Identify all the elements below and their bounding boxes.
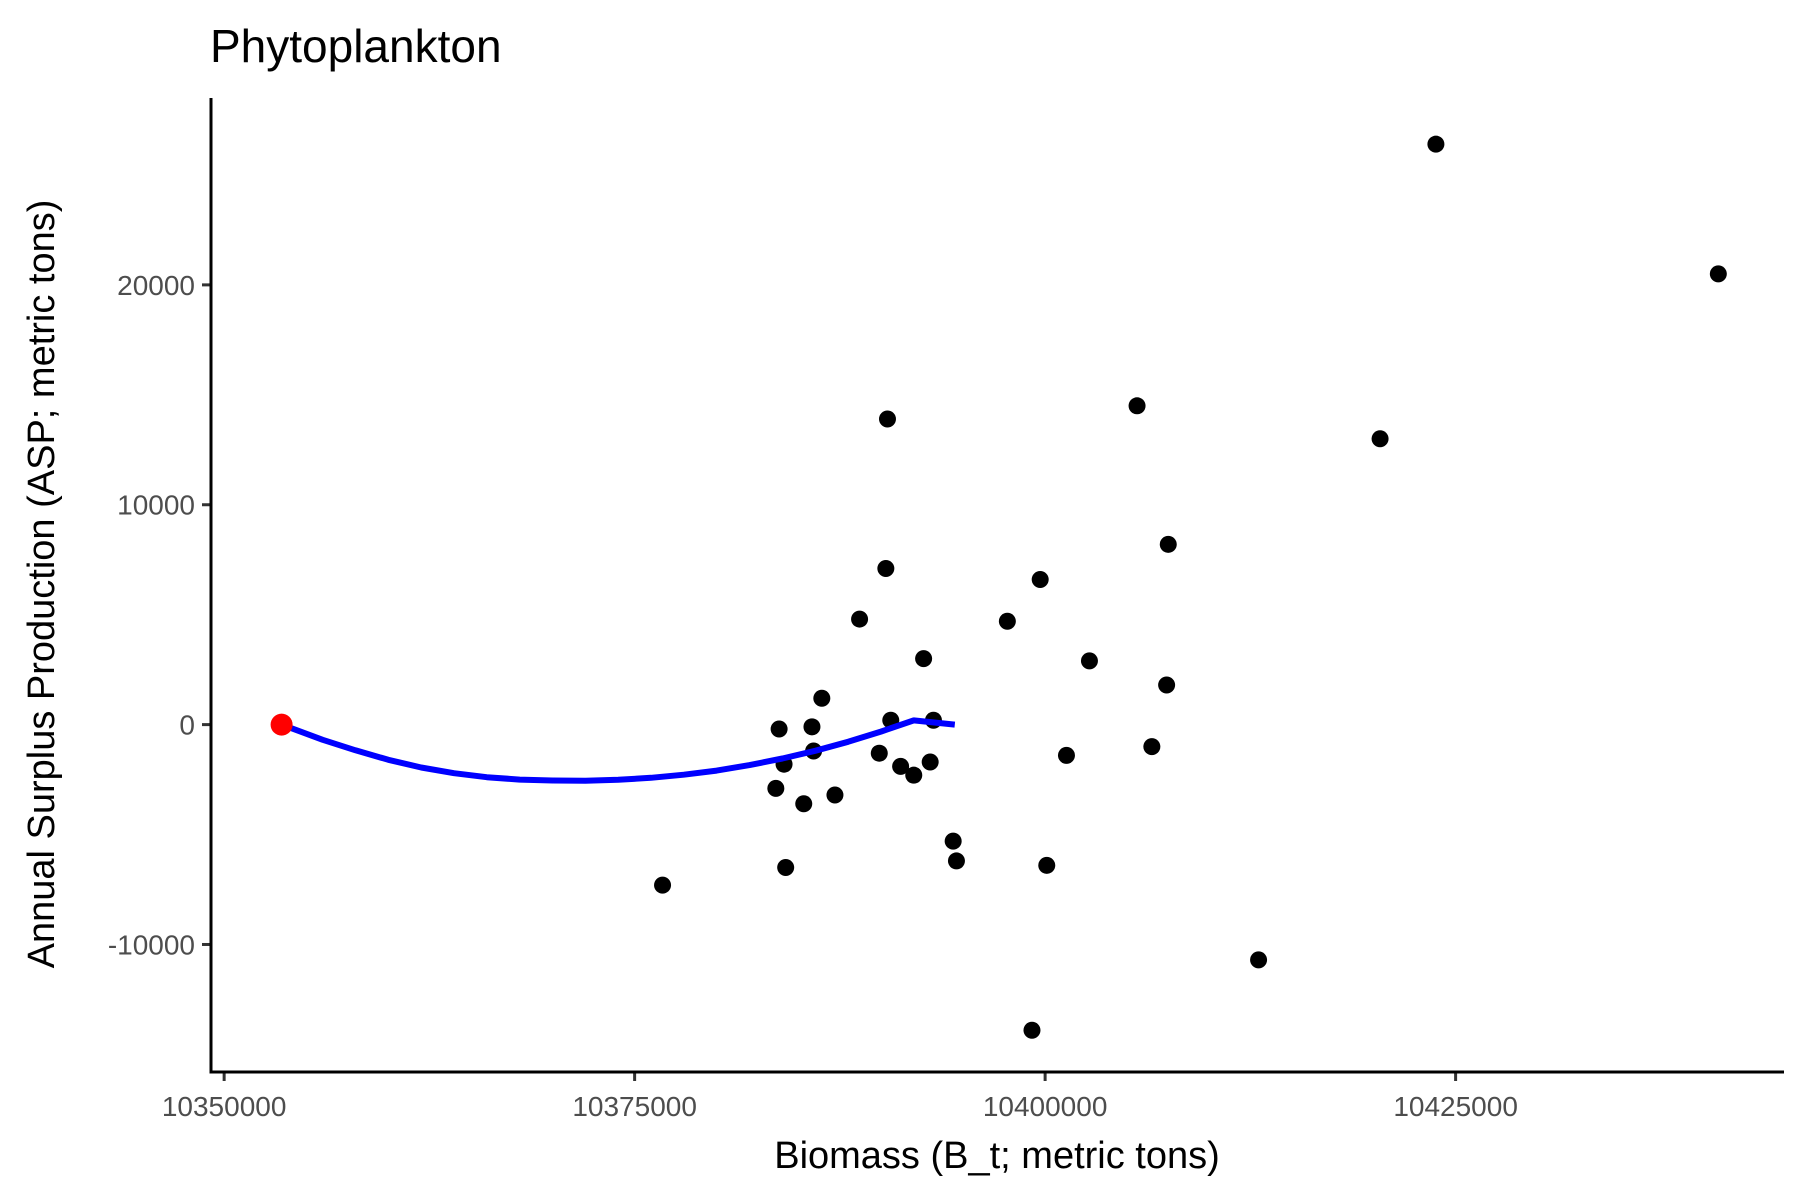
fitted-curve [280, 717, 956, 784]
x-tick-label: 10425000 [1393, 1091, 1518, 1122]
chart-title: Phytoplankton [210, 20, 502, 72]
data-point [892, 757, 910, 775]
y-axis-title: Annual Surplus Production (ASP; metric t… [21, 200, 63, 969]
data-point [777, 859, 795, 877]
data-point [921, 753, 939, 771]
y-tick-label: 20000 [117, 270, 195, 301]
data-point [905, 766, 923, 784]
data-point [767, 779, 785, 797]
data-point [1038, 856, 1056, 874]
data-point [770, 720, 788, 738]
y-axis-ticks: -10000 0 10000 20000 [108, 270, 211, 960]
data-point [1159, 535, 1177, 553]
plot-marks [270, 135, 1727, 1039]
y-tick-label: -10000 [108, 929, 195, 960]
curve-start-point [270, 713, 293, 736]
data-point [877, 560, 895, 578]
data-point [1371, 430, 1389, 448]
data-point [915, 650, 933, 668]
data-point [944, 832, 962, 850]
data-point [795, 795, 813, 813]
data-point [803, 718, 821, 736]
data-point [1031, 571, 1049, 589]
data-point [1158, 676, 1176, 694]
x-axis-title: Biomass (B_t; metric tons) [774, 1135, 1220, 1177]
x-tick-label: 10350000 [162, 1091, 287, 1122]
data-point [870, 744, 888, 762]
y-tick-label: 0 [179, 710, 195, 741]
data-point [1143, 738, 1161, 756]
data-point [654, 876, 672, 894]
data-point [851, 610, 869, 628]
x-tick-label: 10400000 [983, 1091, 1108, 1122]
data-point [1057, 746, 1075, 764]
data-point [1709, 265, 1727, 283]
data-point [1023, 1021, 1041, 1039]
x-axis-ticks: 10350000 10375000 10400000 10425000 [162, 1072, 1518, 1122]
data-point [1128, 397, 1146, 415]
data-point [947, 852, 965, 870]
y-tick-label: 10000 [117, 490, 195, 521]
data-point [1250, 951, 1268, 969]
data-point [1427, 135, 1445, 153]
data-point [1080, 652, 1098, 670]
x-tick-label: 10375000 [572, 1091, 697, 1122]
data-point [813, 689, 831, 707]
data-point [998, 612, 1016, 630]
data-point [878, 410, 896, 428]
data-point [826, 786, 844, 804]
